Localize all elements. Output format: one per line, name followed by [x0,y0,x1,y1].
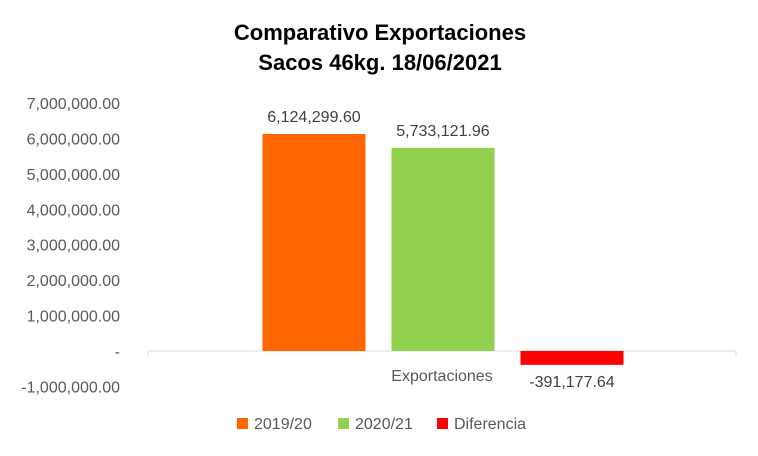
data-label: -391,177.64 [529,374,615,391]
legend-swatch [338,418,349,429]
y-tick-label: - [115,344,120,361]
bar-2020-21 [391,147,495,351]
y-tick-label: 7,000,000.00 [27,96,121,113]
bar-2019-20 [262,134,366,351]
chart-title-line-1: Comparativo Exportaciones [234,20,526,45]
legend-label: 2019/20 [254,416,312,433]
y-tick-label: 2,000,000.00 [27,273,121,290]
data-label: 6,124,299.60 [267,109,361,126]
y-tick-label: 3,000,000.00 [27,238,121,255]
chart-title-line-2: Sacos 46kg. 18/06/2021 [258,50,501,75]
y-tick-label: 1,000,000.00 [27,309,121,326]
bar-diferencia [520,351,624,365]
y-tick-label: -1,000,000.00 [21,379,120,396]
legend-label: 2020/21 [355,416,413,433]
data-label: 5,733,121.96 [396,123,490,140]
x-category-label: Exportaciones [391,368,492,385]
y-tick-label: 6,000,000.00 [27,131,121,148]
legend-swatch [237,418,248,429]
legend: 2019/20 2020/21 Diferencia [237,416,526,433]
y-tick-label: 4,000,000.00 [27,202,121,219]
legend-swatch [437,418,448,429]
plot-area: 6,124,299.60 5,733,121.96 -391,177.64 Expor… [147,109,737,391]
y-tick-label: 5,000,000.00 [27,167,121,184]
y-axis: 7,000,000.00 6,000,000.00 5,000,000.00 4,00… [21,96,120,396]
legend-label: Diferencia [454,416,526,433]
